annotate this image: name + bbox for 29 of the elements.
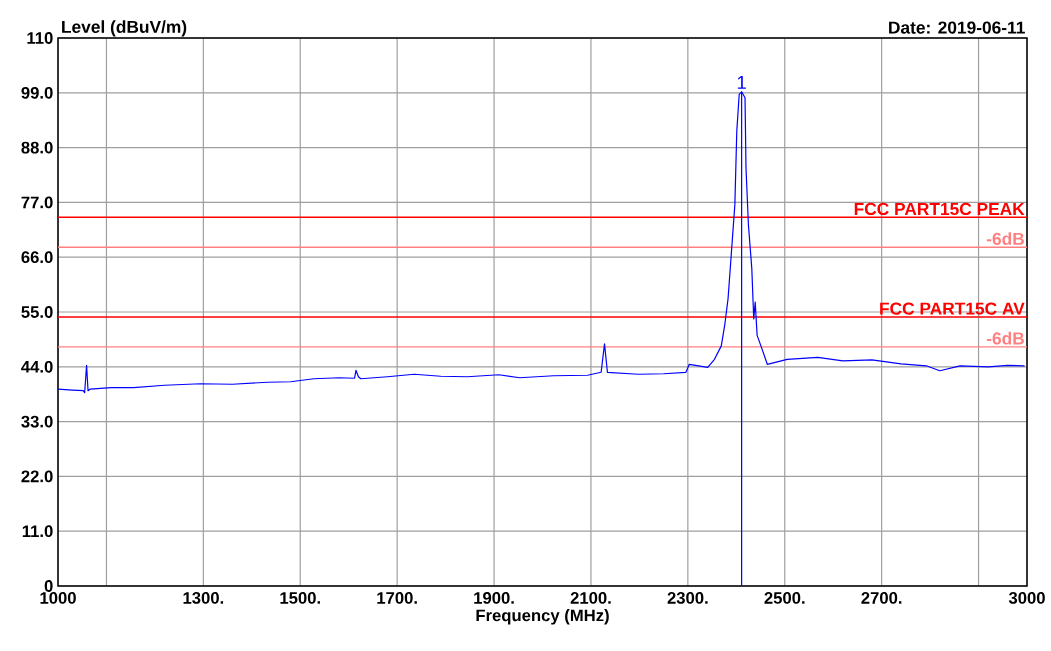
y-tick-label: 44.0 xyxy=(21,360,53,373)
ref-line-label: FCC PART15C PEAK xyxy=(854,202,1025,216)
x-tick-label: 3000 xyxy=(1008,592,1045,604)
y-tick-label: 55.0 xyxy=(21,306,53,318)
y-tick-label: 11.0 xyxy=(22,525,53,538)
x-tick-label: 1500. xyxy=(280,592,320,604)
y-tick-label: 0 xyxy=(44,580,53,592)
x-tick-label: 2100. xyxy=(570,592,611,604)
y-tick-label: 88.0 xyxy=(21,141,53,154)
y-tick-label: 66.0 xyxy=(21,251,53,264)
x-tick-label: 1700. xyxy=(377,592,417,604)
annotation: 1 xyxy=(737,76,746,89)
x-tick-label: 2300. xyxy=(667,592,708,604)
y-tick-label: 77.0 xyxy=(21,196,53,209)
y-tick-label: 22.0 xyxy=(21,470,53,483)
y-tick-label: 99.0 xyxy=(21,86,53,99)
x-tick-label: 2700. xyxy=(861,592,902,604)
y-axis-title: Level (dBuV/m) xyxy=(62,20,187,37)
ref-line-label: -6dB xyxy=(986,331,1024,345)
text: Date: 2019-06-11 xyxy=(889,21,1025,34)
x-axis-title: Frequency (MHz) xyxy=(476,609,609,625)
y-tick-label: 110 xyxy=(27,32,53,44)
ref-line-label: -6dB xyxy=(986,232,1024,245)
x-tick-label: 1300. xyxy=(183,592,224,604)
y-tick-label: 33.0 xyxy=(21,415,53,428)
ref-line-label: FCC PART15C AV xyxy=(880,302,1025,315)
x-tick-label: 2500. xyxy=(764,592,805,604)
x-tick-label: 1000 xyxy=(40,592,76,604)
x-tick-label: 1900. xyxy=(474,592,514,604)
